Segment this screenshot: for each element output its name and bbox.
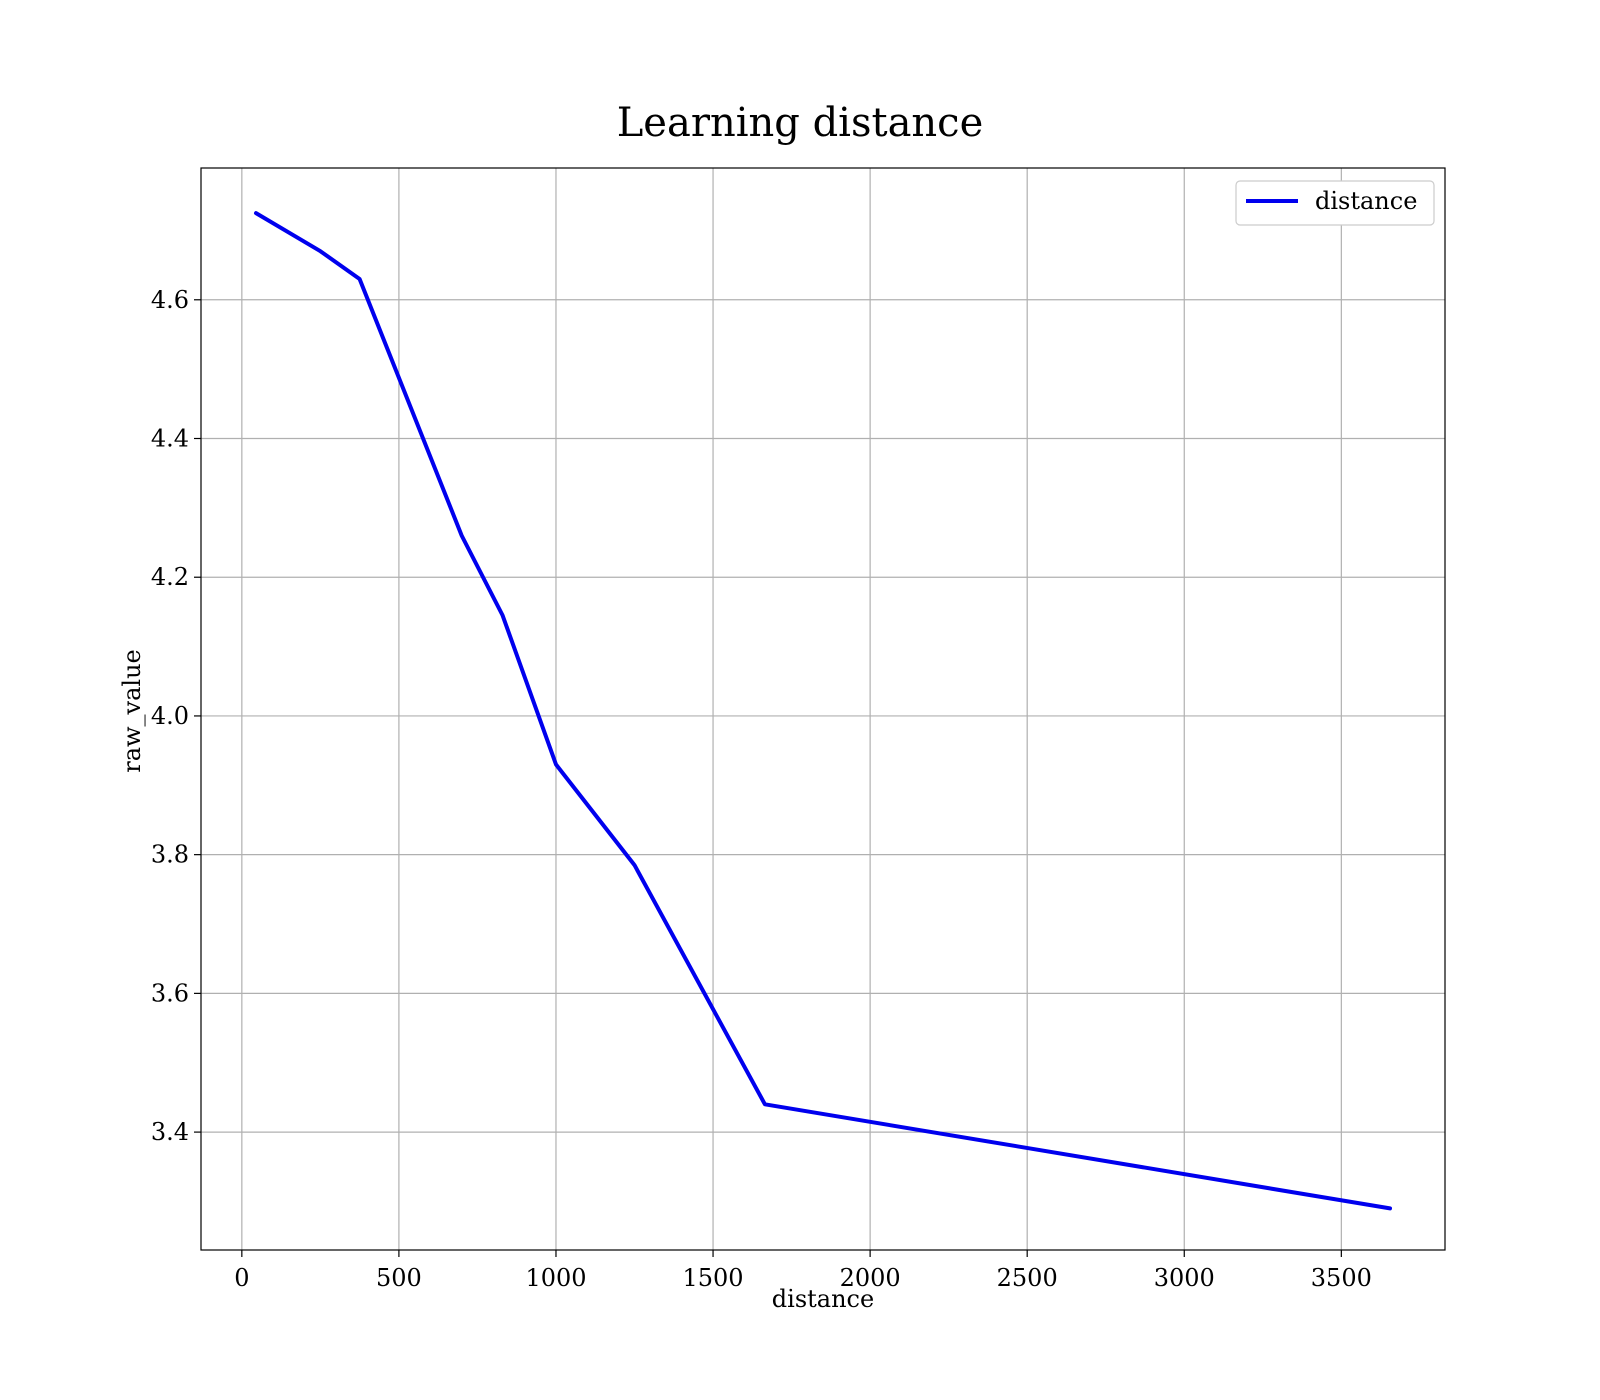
legend: distance	[1235, 180, 1435, 226]
y-tick-label: 4.0	[151, 702, 189, 730]
x-tick-label: 3500	[1311, 1264, 1372, 1292]
series-layer	[254, 211, 1392, 1211]
x-axis-label: distance	[772, 1285, 874, 1313]
y-tick-label: 4.2	[151, 563, 189, 591]
x-tick-label: 500	[376, 1264, 422, 1292]
x-tick-label: 3000	[1154, 1264, 1215, 1292]
y-tick-label: 3.8	[151, 841, 189, 869]
y-tick-label: 3.6	[151, 979, 189, 1007]
grid	[201, 168, 1445, 1250]
y-axis-label: raw_value	[118, 649, 146, 773]
y-tick-label: 3.4	[151, 1118, 189, 1146]
legend-box	[1235, 180, 1435, 226]
x-tick-label: 0	[234, 1264, 249, 1292]
x-tick-label: 1000	[525, 1264, 586, 1292]
y-tick-label: 4.4	[151, 425, 189, 453]
ticks: 0 500 1000 1500 2000 2500 3000 3500 3.4 3.6 3.8 4.0…	[151, 286, 1372, 1292]
x-tick-label: 1500	[683, 1264, 744, 1292]
legend-entry-distance: distance	[1315, 187, 1417, 215]
x-tick-label: 2000	[840, 1264, 901, 1292]
series-line-distance	[254, 211, 1392, 1211]
y-tick-label: 4.6	[151, 286, 189, 314]
plot-frame	[200, 167, 1446, 1251]
x-tick-label: 2500	[997, 1264, 1058, 1292]
chart-title: Learning distance	[616, 100, 984, 146]
